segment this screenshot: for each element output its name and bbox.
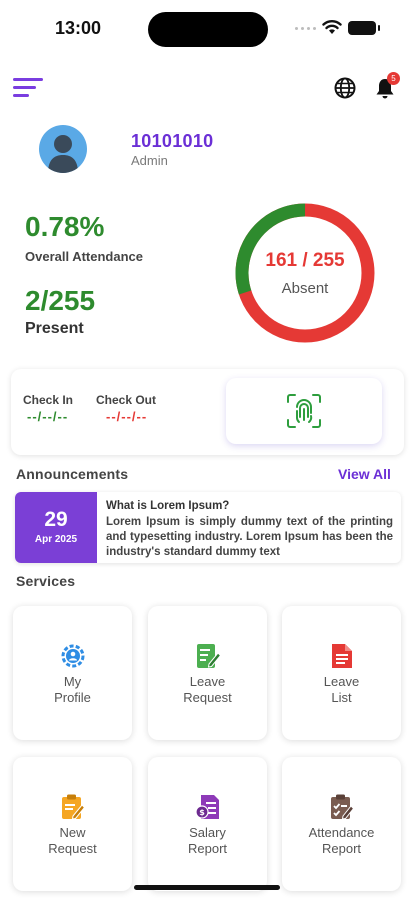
announcements-heading: Announcements — [16, 466, 129, 482]
service-leave-list[interactable]: Leave List — [282, 606, 401, 740]
service-label: Leave List — [323, 674, 360, 705]
view-all-link[interactable]: View All — [338, 466, 391, 482]
service-attendance-report[interactable]: Attendance Report — [282, 757, 401, 891]
fingerprint-button[interactable] — [226, 378, 382, 444]
status-time: 13:00 — [55, 18, 102, 38]
svg-text:$: $ — [199, 808, 205, 817]
service-new-request[interactable]: New Request — [13, 757, 132, 891]
cellular-signal-icon — [295, 27, 316, 30]
notification-badge: 5 — [387, 72, 400, 85]
ring-center: 161 / 255 Absent — [233, 201, 377, 345]
notification-bell-button[interactable]: 5 — [374, 72, 400, 101]
service-label: Salary Report — [187, 825, 228, 856]
service-label: New Request — [48, 825, 97, 856]
avatar[interactable] — [39, 125, 87, 173]
announcement-month: Apr 2025 — [34, 534, 78, 545]
present-label: Present — [25, 320, 84, 337]
user-id: 10101010 — [131, 131, 214, 151]
present-value: 2/255 — [25, 285, 96, 316]
attendance-report-icon — [331, 794, 355, 820]
services-heading: Services — [16, 573, 76, 589]
clipboard-edit-icon — [62, 794, 86, 820]
check-out-label: Check Out — [96, 393, 157, 407]
announcement-date-badge: 29 Apr 2025 — [15, 492, 97, 563]
check-out-value: --/--/-- — [106, 409, 148, 424]
announcement-body: Lorem Ipsum is simply dummy text of the … — [106, 516, 393, 558]
announcement-day: 29 — [44, 508, 68, 531]
service-label: Attendance Report — [308, 825, 375, 856]
service-my-profile[interactable]: My Profile — [13, 606, 132, 740]
status-bar: 13:00 — [0, 0, 415, 58]
check-in-label: Check In — [23, 393, 74, 407]
announcement-title: What is Lorem Ipsum? — [106, 500, 230, 512]
service-label: My Profile — [54, 674, 91, 705]
service-salary-report[interactable]: $ Salary Report — [148, 757, 267, 891]
document-edit-icon — [197, 644, 221, 668]
salary-report-icon: $ — [195, 795, 219, 819]
home-indicator[interactable] — [134, 885, 280, 890]
attendance-ring-chart — [235, 203, 375, 343]
document-list-icon — [332, 644, 352, 668]
fingerprint-icon — [287, 394, 321, 428]
absent-count: 161 / 255 — [265, 250, 345, 271]
absent-label: Absent — [281, 280, 329, 297]
menu-icon[interactable] — [13, 77, 43, 99]
service-label: Leave Request — [183, 674, 232, 705]
dynamic-island — [148, 12, 268, 47]
user-role: Admin — [131, 153, 168, 168]
wifi-icon — [322, 20, 342, 34]
globe-icon[interactable] — [333, 76, 357, 100]
service-leave-request[interactable]: Leave Request — [148, 606, 267, 740]
overall-attendance-label: Overall Attendance — [25, 249, 144, 264]
check-in-value: --/--/-- — [27, 409, 69, 424]
battery-icon — [348, 21, 380, 35]
overall-attendance-value: 0.78% — [25, 211, 105, 242]
announcement-card[interactable]: 29 Apr 2025 What is Lorem Ipsum? Lorem I… — [15, 492, 401, 563]
user-silhouette-icon — [48, 135, 78, 173]
profile-gear-icon — [61, 644, 85, 668]
